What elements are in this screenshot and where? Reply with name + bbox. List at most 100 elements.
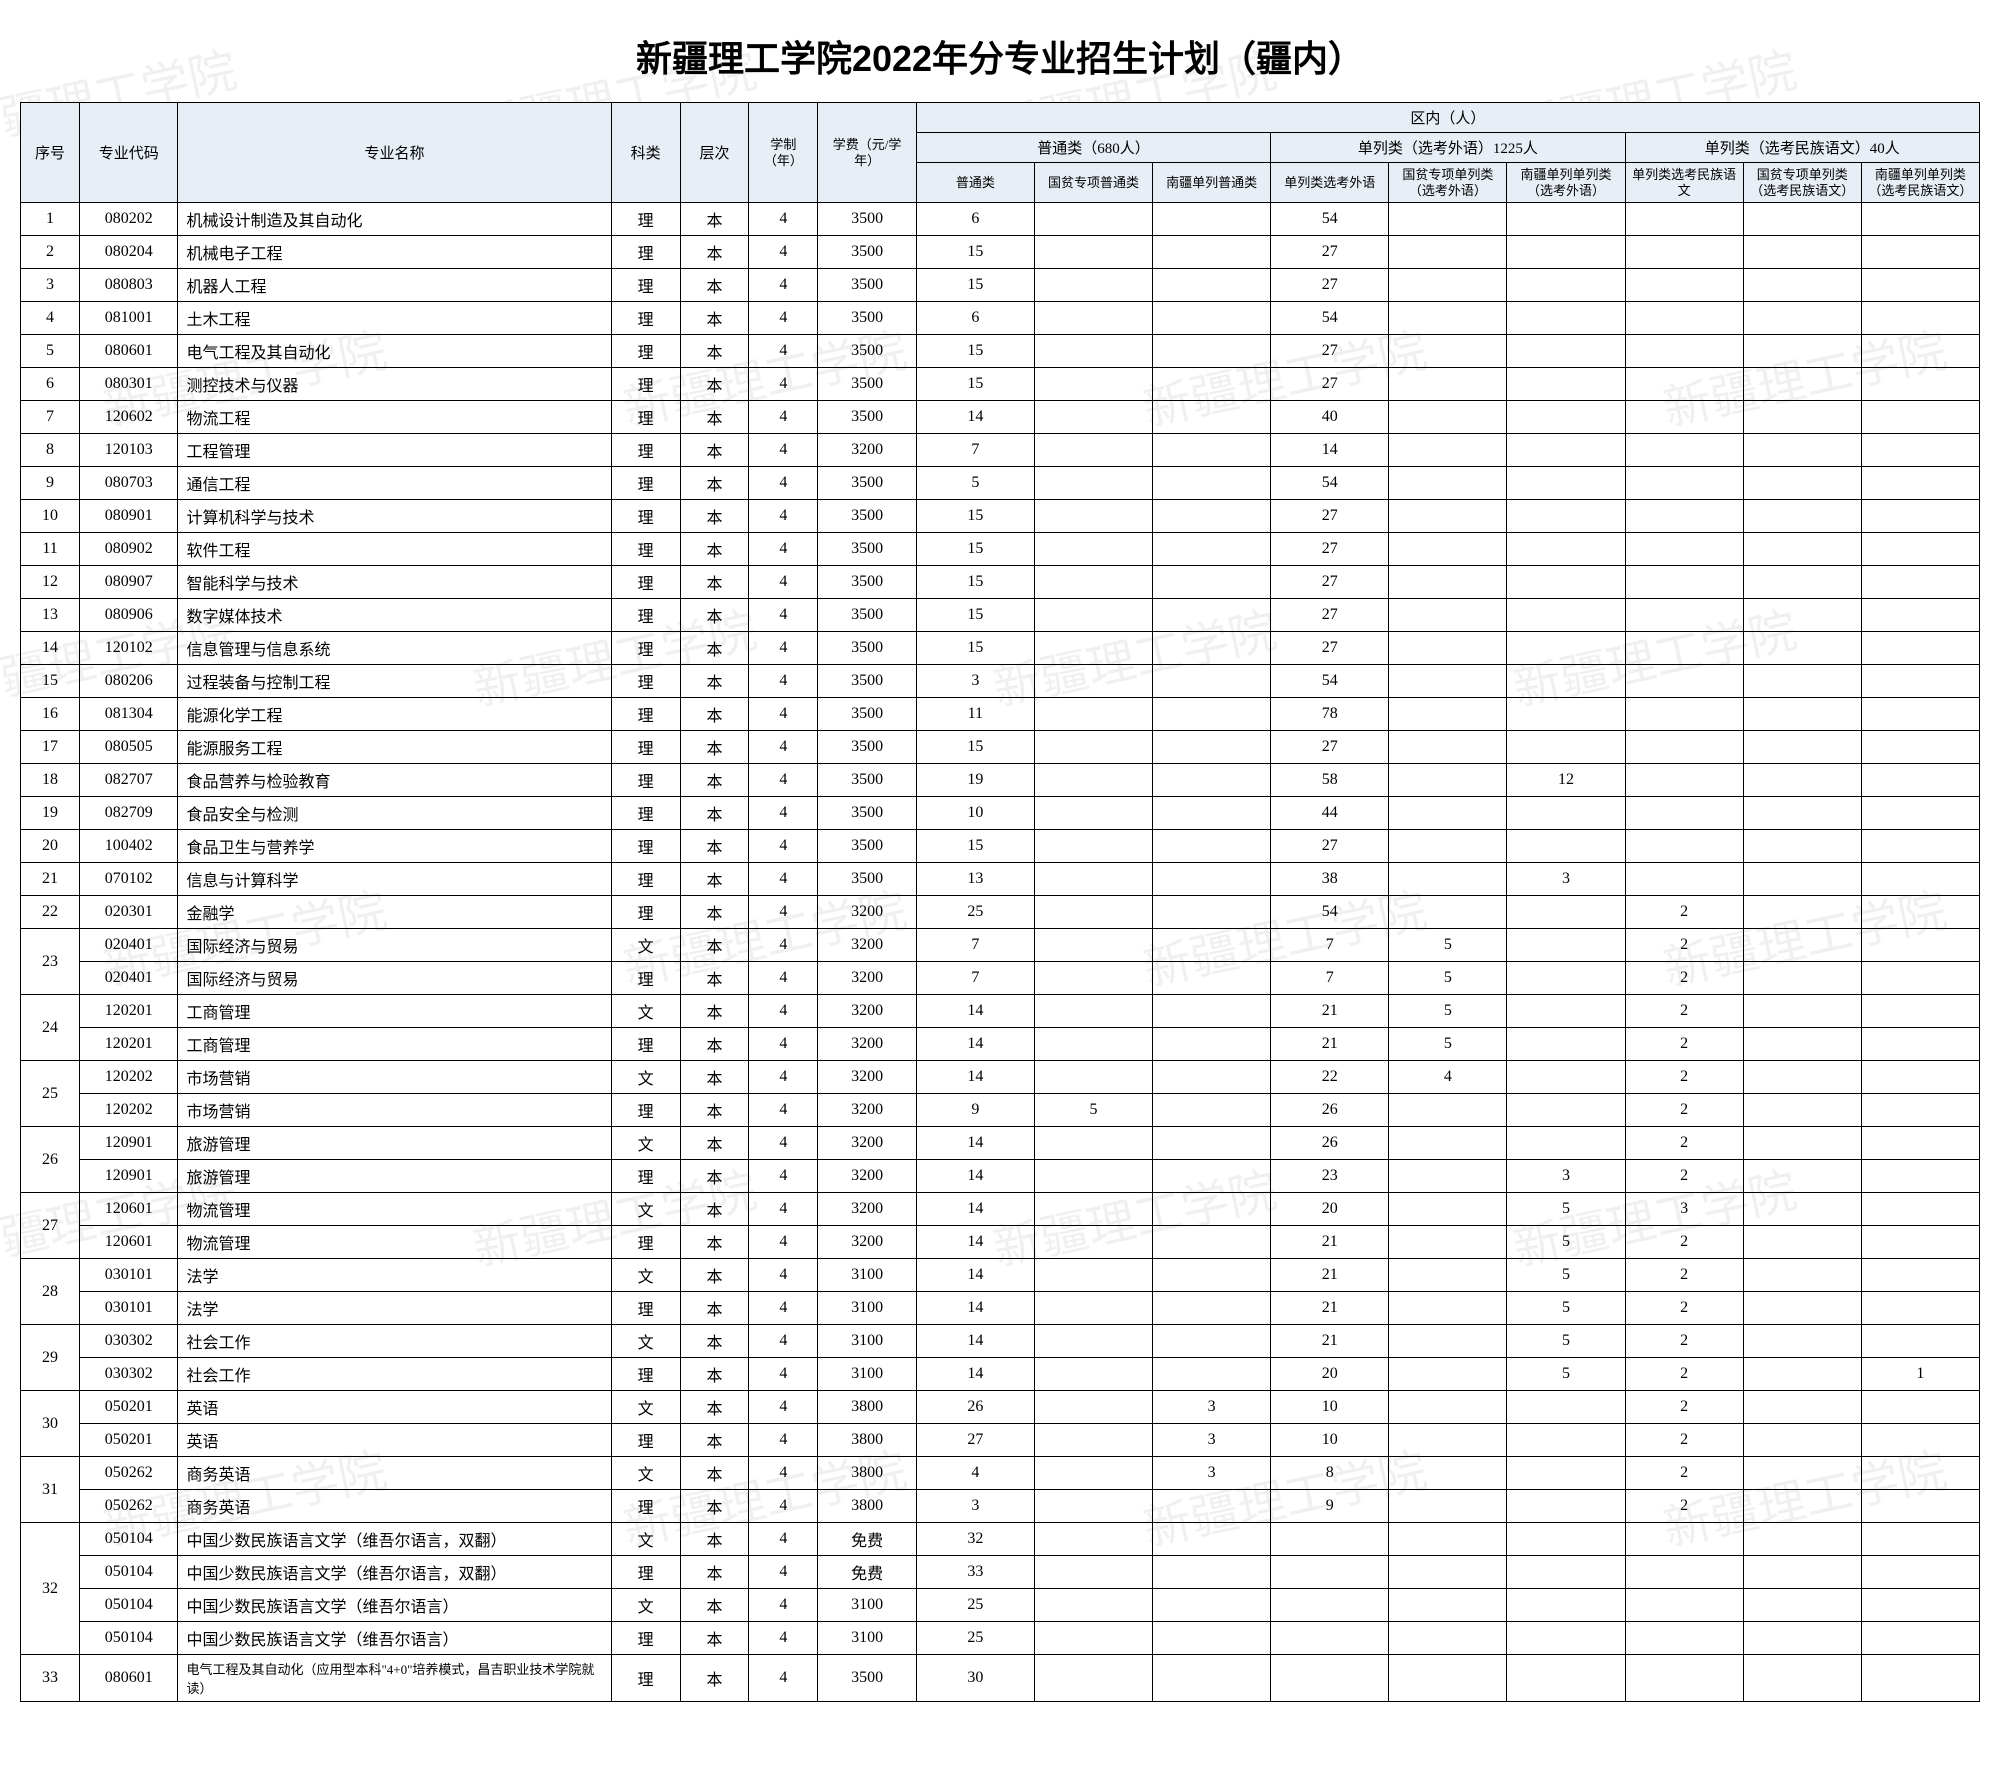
cell-kelei: 文 <box>611 995 680 1028</box>
cell-kelei: 理 <box>611 1094 680 1127</box>
cell-data <box>1743 1523 1861 1556</box>
table-row: 020401国际经济与贸易理本432007752 <box>21 962 1980 995</box>
cell-data <box>1861 1490 1979 1523</box>
cell-data <box>1034 1424 1152 1457</box>
cell-code: 080803 <box>80 269 178 302</box>
table-row: 050201英语理本43800273102 <box>21 1424 1980 1457</box>
cell-data <box>1153 1292 1271 1325</box>
cell-data <box>1153 434 1271 467</box>
cell-data <box>1507 962 1625 995</box>
cell-name: 电气工程及其自动化 <box>178 335 611 368</box>
cell-years: 4 <box>749 335 818 368</box>
cell-level: 本 <box>680 1094 749 1127</box>
cell-kelei: 理 <box>611 632 680 665</box>
cell-data: 3 <box>1153 1391 1271 1424</box>
cell-years: 4 <box>749 1061 818 1094</box>
cell-years: 4 <box>749 566 818 599</box>
cell-data <box>1034 1028 1152 1061</box>
cell-data <box>1507 203 1625 236</box>
cell-data <box>1153 599 1271 632</box>
cell-fee: 3100 <box>818 1622 916 1655</box>
cell-data <box>1743 962 1861 995</box>
cell-data <box>1743 632 1861 665</box>
cell-data: 2 <box>1625 995 1743 1028</box>
cell-data <box>1507 1028 1625 1061</box>
cell-code: 080202 <box>80 203 178 236</box>
cell-data <box>1743 269 1861 302</box>
cell-data: 21 <box>1271 1226 1389 1259</box>
cell-kelei: 理 <box>611 434 680 467</box>
cell-fee: 3500 <box>818 335 916 368</box>
cell-fee: 3200 <box>818 1127 916 1160</box>
cell-years: 4 <box>749 1094 818 1127</box>
cell-fee: 3800 <box>818 1490 916 1523</box>
table-row: 120201工商管理理本43200142152 <box>21 1028 1980 1061</box>
cell-code: 080906 <box>80 599 178 632</box>
cell-data <box>1625 566 1743 599</box>
th-kelei: 科类 <box>611 103 680 203</box>
cell-code: 050104 <box>80 1622 178 1655</box>
cell-fee: 3200 <box>818 1160 916 1193</box>
cell-data <box>1034 1457 1152 1490</box>
cell-data <box>1507 929 1625 962</box>
cell-data <box>1507 1523 1625 1556</box>
cell-fee: 3200 <box>818 995 916 1028</box>
cell-data: 5 <box>1507 1259 1625 1292</box>
cell-data: 5 <box>1389 1028 1507 1061</box>
th-seq: 序号 <box>21 103 80 203</box>
cell-data <box>1743 434 1861 467</box>
cell-kelei: 文 <box>611 1127 680 1160</box>
cell-name: 社会工作 <box>178 1358 611 1391</box>
cell-data <box>1861 1556 1979 1589</box>
cell-years: 4 <box>749 863 818 896</box>
cell-level: 本 <box>680 1589 749 1622</box>
th-guopin-wy: 国贫专项单列类（选考外语） <box>1389 163 1507 203</box>
cell-data <box>1153 731 1271 764</box>
cell-data <box>1153 896 1271 929</box>
cell-data <box>1153 1556 1271 1589</box>
cell-data <box>1034 1556 1152 1589</box>
cell-data: 20 <box>1271 1358 1389 1391</box>
cell-data <box>1389 533 1507 566</box>
cell-level: 本 <box>680 863 749 896</box>
cell-level: 本 <box>680 599 749 632</box>
cell-data: 20 <box>1271 1193 1389 1226</box>
cell-data <box>1743 1094 1861 1127</box>
cell-data <box>1743 1358 1861 1391</box>
cell-data <box>1034 632 1152 665</box>
cell-fee: 3200 <box>818 434 916 467</box>
cell-code: 120602 <box>80 401 178 434</box>
th-group-danlie-mz: 单列类（选考民族语文）40人 <box>1625 133 1979 163</box>
cell-seq: 20 <box>21 830 80 863</box>
cell-fee: 3500 <box>818 863 916 896</box>
cell-data <box>1743 764 1861 797</box>
cell-name: 机械设计制造及其自动化 <box>178 203 611 236</box>
cell-fee: 免费 <box>818 1523 916 1556</box>
cell-data <box>1389 500 1507 533</box>
cell-years: 4 <box>749 434 818 467</box>
cell-data <box>1389 1490 1507 1523</box>
cell-name: 能源化学工程 <box>178 698 611 731</box>
cell-data <box>1743 797 1861 830</box>
cell-data <box>1625 599 1743 632</box>
cell-data: 14 <box>916 1193 1034 1226</box>
cell-data <box>1743 863 1861 896</box>
cell-level: 本 <box>680 269 749 302</box>
cell-seq: 27 <box>21 1193 80 1259</box>
cell-fee: 3200 <box>818 1226 916 1259</box>
cell-data: 4 <box>1389 1061 1507 1094</box>
cell-data <box>1034 599 1152 632</box>
cell-name: 工商管理 <box>178 995 611 1028</box>
cell-data: 2 <box>1625 1094 1743 1127</box>
cell-data <box>1861 566 1979 599</box>
cell-data <box>1625 632 1743 665</box>
cell-code: 070102 <box>80 863 178 896</box>
cell-data <box>1153 203 1271 236</box>
cell-data: 58 <box>1271 764 1389 797</box>
cell-data <box>1153 1061 1271 1094</box>
cell-data <box>1507 269 1625 302</box>
cell-data <box>1389 599 1507 632</box>
cell-name: 通信工程 <box>178 467 611 500</box>
cell-data <box>1153 1655 1271 1702</box>
cell-data <box>1861 962 1979 995</box>
